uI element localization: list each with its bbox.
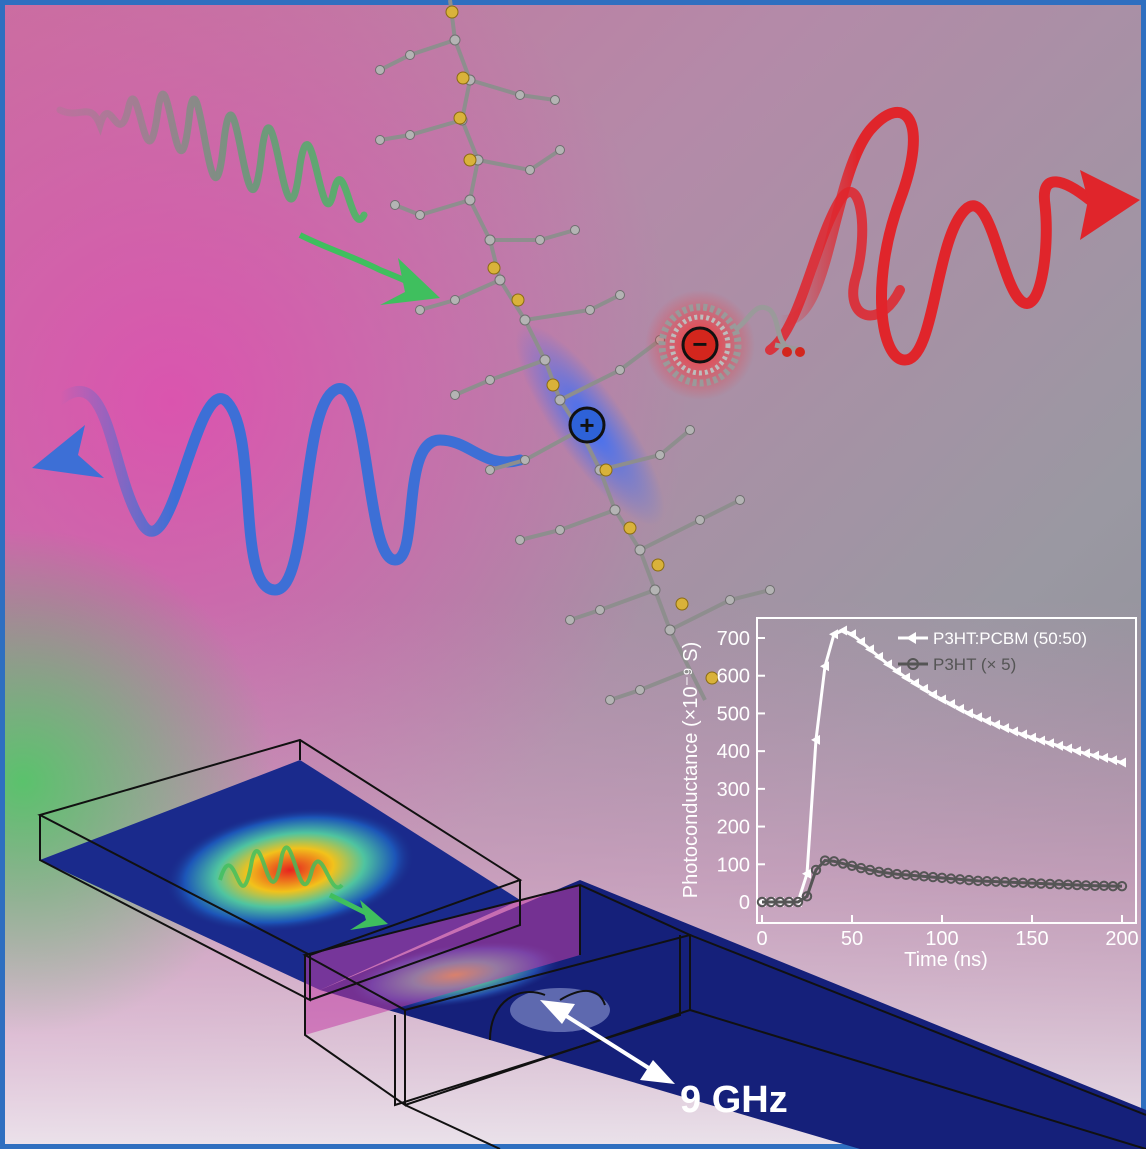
data-point [802, 868, 811, 879]
data-point [1108, 755, 1117, 766]
chart-frame [756, 617, 1137, 924]
data-point [1018, 729, 1027, 740]
data-point [856, 636, 865, 647]
data-point [910, 678, 919, 689]
data-point [792, 896, 804, 908]
svg-text:−: − [692, 329, 707, 359]
data-point [964, 708, 973, 719]
data-point [810, 864, 822, 876]
blue-wave [32, 383, 526, 596]
microwave-cavity: 9 GHz [37, 738, 1146, 1149]
data-point [1027, 732, 1036, 743]
y-tick-label: 300 [717, 779, 750, 801]
data-point [883, 659, 892, 670]
green-photon-pulse [56, 90, 440, 305]
x-tick-label: 0 [756, 928, 767, 950]
data-point [946, 699, 955, 709]
data-point [828, 856, 840, 867]
x-tick-label: 200 [1105, 928, 1138, 950]
polymer-molecule [375, 0, 775, 705]
x-tick-label: 100 [925, 928, 958, 950]
data-point [991, 719, 1000, 730]
data-point [1045, 738, 1054, 749]
data-point [1009, 726, 1018, 737]
data-point [1054, 740, 1063, 751]
y-tick-label: 0 [739, 892, 750, 914]
y-tick-label: 700 [717, 628, 750, 650]
data-point [973, 712, 982, 723]
data-point [901, 672, 910, 683]
legend-label: P3HT (× 5) [933, 655, 1016, 674]
x-tick-label: 50 [841, 928, 863, 950]
svg-text:+: + [579, 410, 594, 440]
data-point [1099, 752, 1108, 763]
y-tick-label: 400 [717, 741, 750, 763]
data-point [892, 666, 901, 677]
positive-charge-icon: + [568, 406, 606, 444]
y-tick-label: 600 [717, 666, 750, 688]
data-point [919, 683, 928, 694]
data-point [1117, 757, 1126, 768]
y-tick-label: 500 [717, 703, 750, 725]
red-wave [765, 106, 1140, 366]
data-point [820, 661, 829, 672]
frequency-label: 9 GHz [680, 1079, 788, 1121]
data-point [1036, 735, 1045, 746]
data-point [801, 891, 813, 902]
y-tick-label: 200 [717, 817, 750, 839]
data-point [937, 694, 946, 705]
photoconductance-chart: 0 100 200 300 400 500 600 700 0 50 100 150 200 Time… [680, 617, 1139, 971]
x-axis-title: Time (ns) [904, 949, 988, 971]
data-point [865, 644, 874, 655]
negative-charge-icon: − [681, 326, 719, 364]
data-point [829, 629, 838, 640]
x-tick-label: 150 [1015, 928, 1048, 950]
data-point [1090, 750, 1099, 761]
data-point [1000, 723, 1009, 734]
legend-marker [906, 632, 916, 644]
legend-marker [907, 658, 919, 670]
data-point [1081, 748, 1090, 759]
data-point [838, 625, 847, 636]
data-point [757, 897, 766, 907]
data-point [837, 858, 849, 869]
data-point [1116, 880, 1128, 892]
y-tick-label: 100 [717, 854, 750, 876]
data-point [811, 734, 820, 745]
data-point [955, 703, 964, 714]
data-point [1063, 743, 1072, 754]
y-axis-title: Photoconductance (×10⁻⁹ S) [680, 642, 702, 899]
data-point [846, 860, 858, 871]
legend-label: P3HT:PCBM (50:50) [933, 629, 1087, 648]
data-point [1072, 746, 1081, 757]
data-point [928, 689, 937, 700]
data-point [982, 715, 991, 726]
data-point [874, 651, 883, 662]
data-point [847, 629, 856, 640]
